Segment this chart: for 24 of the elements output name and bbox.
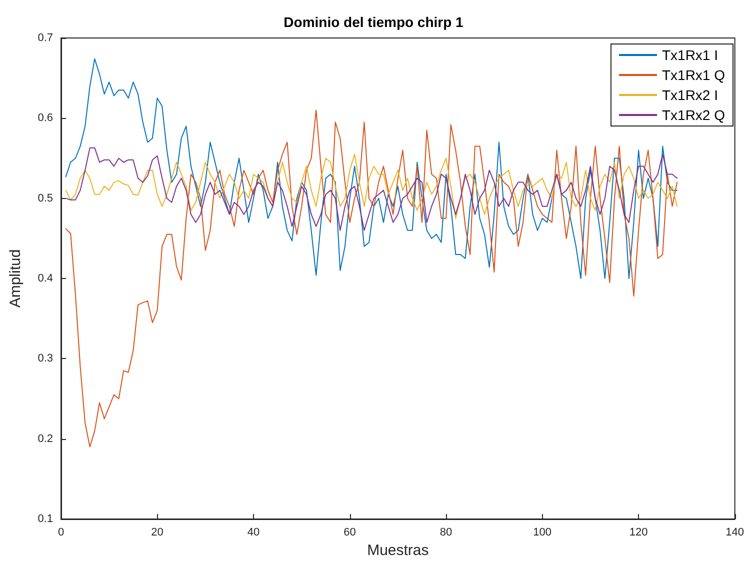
y-axis-title: Amplitud: [7, 249, 24, 308]
x-tick-label: 20: [151, 526, 164, 538]
line-series: [65, 154, 678, 219]
x-tick-label: 120: [629, 526, 648, 538]
legend-label: Tx1Rx1 I: [662, 47, 718, 63]
line-series: [65, 147, 678, 231]
y-tick-label: 0.2: [38, 432, 53, 445]
legend-label: Tx1Rx1 Q: [662, 67, 726, 83]
y-tick-label: 0.1: [38, 513, 53, 525]
chart-title: Dominio del tiempo chirp 1: [284, 14, 464, 30]
x-tick-label: 140: [726, 526, 744, 538]
y-tick-label: 0.3: [38, 352, 53, 365]
y-tick-label: 0.6: [38, 112, 53, 124]
y-tick-label: 0.5: [38, 192, 53, 204]
x-axis-title: Muestras: [367, 542, 429, 559]
x-tick-label: 0: [58, 526, 64, 538]
legend-label: Tx1Rx2 I: [662, 87, 718, 103]
x-tick-label: 40: [247, 526, 260, 538]
y-tick-label: 0.7: [38, 32, 53, 44]
legend-label: Tx1Rx2 Q: [662, 107, 726, 123]
x-tick-label: 100: [533, 526, 552, 538]
y-tick-label: 0.4: [38, 272, 53, 284]
x-tick-label: 60: [344, 526, 356, 538]
x-tick-label: 80: [440, 526, 452, 538]
